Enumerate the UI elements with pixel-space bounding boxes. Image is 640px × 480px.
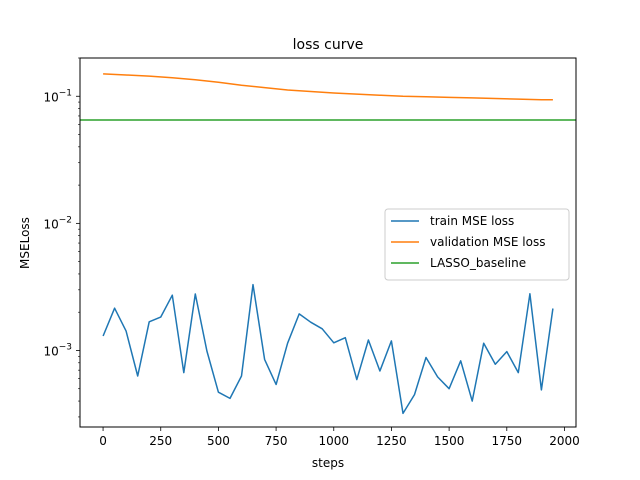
legend: train MSE loss validation MSE loss LASSO_b… <box>384 208 570 281</box>
series-line-1 <box>103 73 553 101</box>
x-tick-label-5: 1250 <box>376 434 407 448</box>
y-tick-label-1: 10−2 <box>43 215 72 231</box>
x-axis-label: steps <box>312 456 344 470</box>
x-tick-label-8: 2000 <box>549 434 580 448</box>
series-layer <box>80 73 576 415</box>
x-tick-label-2: 500 <box>207 434 230 448</box>
series-line-0 <box>102 283 554 415</box>
legend-label-0: train MSE loss <box>430 214 514 228</box>
x-tick-label-7: 1750 <box>492 434 523 448</box>
x-tick-label-1: 250 <box>149 434 172 448</box>
y-axis-ticks: 10−3 10−2 10−1 <box>43 57 80 418</box>
x-tick-label-6: 1500 <box>434 434 465 448</box>
x-tick-label-0: 0 <box>99 434 107 448</box>
legend-box <box>384 208 570 281</box>
x-tick-label-3: 750 <box>265 434 288 448</box>
y-tick-label-2: 10−1 <box>43 88 72 104</box>
chart-title: loss curve <box>293 37 364 53</box>
y-axis-label: MSELoss <box>18 217 32 269</box>
legend-label-2: LASSO_baseline <box>430 256 526 270</box>
y-tick-label-0: 10−3 <box>43 342 72 358</box>
x-tick-label-4: 1000 <box>318 434 349 448</box>
plot-frame <box>79 57 577 428</box>
legend-label-1: validation MSE loss <box>430 235 545 249</box>
x-axis-ticks: 0 250 500 750 1000 1250 1500 1750 2000 <box>99 427 580 448</box>
